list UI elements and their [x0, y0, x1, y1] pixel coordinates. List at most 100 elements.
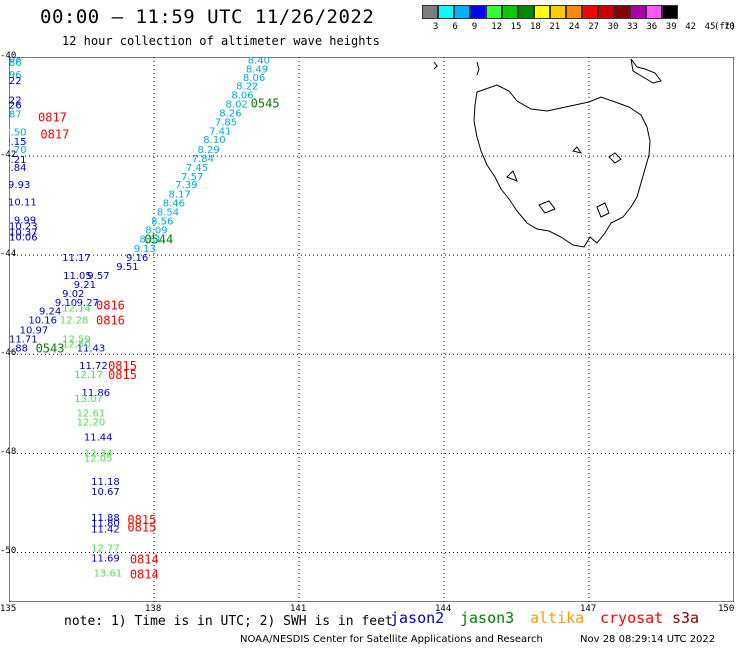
- wave-height-label: 9.21: [74, 280, 96, 291]
- wave-height-label: 9.22: [9, 76, 22, 87]
- wave-height-label: 8.81: [140, 234, 162, 245]
- wave-height-label: 10.37: [9, 227, 38, 238]
- legend-swatch: [438, 5, 454, 19]
- wave-height-label: 8.40: [248, 57, 270, 66]
- wave-height-label: 9.02: [62, 289, 84, 300]
- wave-height-label: 12.77: [91, 544, 120, 555]
- wave-height-label: 9.51: [116, 262, 138, 273]
- legend-swatch: [470, 5, 486, 19]
- pass-time-label: 0544: [144, 232, 173, 246]
- wave-height-label: 10.97: [20, 326, 49, 337]
- wave-height-label: 11.80: [91, 519, 120, 530]
- wave-height-label: 10.11: [9, 198, 37, 209]
- latitude-label: -46: [0, 348, 17, 359]
- legend-swatch: [662, 5, 678, 19]
- color-legend-labels: 3 6 9 12 15 18 21 24 27 30 33 36 39 42 45 70 (ft): [422, 22, 736, 34]
- wave-height-label: 8.50: [9, 127, 26, 138]
- wave-height-label: 11.69: [91, 553, 120, 564]
- latitude-label: -40: [0, 51, 17, 61]
- wave-height-label: 13.61: [94, 568, 123, 579]
- wave-height-label: 11.86: [82, 388, 111, 399]
- wave-height-label: 12.20: [77, 418, 106, 429]
- wave-height-label: 11.88: [9, 343, 28, 354]
- legend-cryosat: cryosat: [600, 609, 664, 627]
- legend-jason3: jason3: [460, 609, 515, 627]
- legend-swatch-label: 33: [627, 22, 638, 32]
- wave-height-label: 9.13: [134, 244, 156, 255]
- legend-swatch-label: 30: [607, 22, 619, 32]
- legend-swatch-label: 27: [588, 22, 600, 32]
- wave-height-label: 12.14: [62, 304, 91, 315]
- wave-height-label: 7.45: [186, 163, 208, 174]
- wave-height-label: 8.06: [231, 91, 253, 102]
- wave-height-observations: 8.408.498.068.228.068.028.267.857.418.10…: [9, 57, 270, 579]
- pass-time-label: 0814: [130, 567, 159, 581]
- legend-swatch: [550, 5, 566, 19]
- legend-swatch-label: 18: [530, 22, 541, 32]
- wave-height-label: 7.57: [181, 172, 203, 183]
- legend-swatch: [646, 5, 662, 19]
- wave-height-label: 12.28: [60, 316, 89, 327]
- wave-height-label: 9.99: [14, 216, 36, 227]
- wave-height-label: 11.88: [91, 513, 120, 524]
- legend-swatch: [454, 5, 470, 19]
- legend-altika: altika: [530, 609, 585, 627]
- page-subtitle: 12 hour collection of altimeter wave hei…: [62, 34, 380, 48]
- wave-height-label: 8.06: [243, 73, 265, 84]
- longitude-label: 138: [145, 604, 162, 614]
- legend-swatch: [518, 5, 534, 19]
- longitude-label: 135: [0, 604, 17, 614]
- wave-height-label: 8.96: [9, 70, 22, 81]
- wave-height-label: 8.70: [9, 145, 26, 156]
- wave-height-label: 8.49: [246, 64, 268, 75]
- wave-height-label: 7.84: [192, 154, 214, 165]
- legend-swatch-label: 24: [568, 22, 580, 32]
- wave-height-label: 12.34: [84, 448, 113, 459]
- wave-height-label: 9.26: [9, 101, 22, 112]
- pass-time-labels: 0817081705450544081608160543081508150815…: [36, 97, 280, 582]
- latitude-label: -44: [0, 249, 17, 260]
- wave-height-label: 9.10: [55, 298, 77, 309]
- wave-height-label: 8.26: [219, 108, 241, 119]
- longitude-label: 147: [580, 604, 597, 614]
- wave-height-label: 9.93: [9, 180, 30, 191]
- wave-height-label: 10.16: [28, 316, 57, 327]
- wave-height-label: 8.02: [226, 100, 248, 111]
- wave-height-label: 11.43: [77, 343, 106, 354]
- tasmania-coastline: [433, 58, 662, 248]
- legend-unit: (ft): [714, 22, 736, 32]
- wave-height-label: 11.17: [62, 253, 91, 264]
- wave-height-label: 7.85: [215, 117, 237, 128]
- legend-swatch-label: 42: [685, 22, 697, 32]
- wave-height-label: 8.21: [9, 155, 26, 166]
- wave-height-label: 8.56: [151, 217, 173, 228]
- wave-height-label: 8.54: [157, 208, 179, 219]
- wave-height-label: 11.72: [79, 361, 108, 372]
- wave-height-label: 7.39: [175, 180, 197, 191]
- legend-swatch-label: 70: [724, 22, 735, 32]
- credit-line: NOAA/NESDIS Center for Satellite Applica…: [240, 634, 543, 645]
- wave-height-label: 10.06: [9, 232, 38, 243]
- longitude-label: 150: [718, 604, 735, 614]
- legend-swatch: [502, 5, 518, 19]
- longitude-label: 144: [435, 604, 452, 614]
- pass-time-label: 0543: [36, 341, 65, 355]
- legend-swatch: [534, 5, 550, 19]
- wave-height-label: 9.16: [126, 253, 148, 264]
- legend-swatch: [486, 5, 502, 19]
- legend-jason2: jason2: [390, 609, 445, 627]
- legend-swatch-label: 36: [646, 22, 658, 32]
- wave-height-label: 13.07: [74, 394, 103, 405]
- map-frame: [9, 57, 734, 602]
- legend-s3a: s3a: [672, 609, 700, 627]
- latitude-label: -50: [0, 546, 17, 557]
- wave-height-label: 9.24: [39, 307, 61, 318]
- legend-swatch-label: 45: [704, 22, 716, 32]
- wave-height-label: 8.09: [145, 225, 167, 236]
- footer-note: note: 1) Time is in UTC; 2) SWH is in fe…: [64, 614, 393, 629]
- legend-swatch-label: 6: [452, 22, 458, 32]
- pass-time-label: 0815: [127, 513, 156, 527]
- pass-time-label: 0816: [96, 299, 125, 313]
- legend-swatch-label: 9: [471, 22, 478, 32]
- wave-height-label: 8.22: [236, 82, 258, 93]
